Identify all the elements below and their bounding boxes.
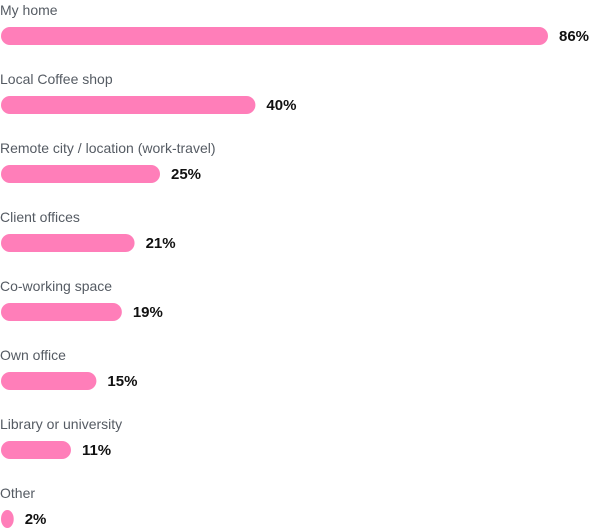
- value-label: 2%: [25, 511, 47, 528]
- category-label: My home: [0, 2, 58, 18]
- category-label: Co-working space: [0, 278, 112, 294]
- category-label: Local Coffee shop: [0, 71, 113, 87]
- category-label: Own office: [0, 347, 66, 363]
- value-label: 40%: [266, 97, 296, 114]
- category-label: Client offices: [0, 209, 80, 225]
- value-label: 86%: [559, 28, 589, 45]
- bar: [1, 27, 548, 45]
- category-label: Remote city / location (work-travel): [0, 140, 216, 156]
- bar: [1, 96, 256, 114]
- value-label: 11%: [82, 442, 111, 459]
- bar: [1, 234, 135, 252]
- bar: [1, 510, 14, 528]
- category-label: Library or university: [0, 416, 122, 432]
- category-label: Other: [0, 485, 35, 501]
- bar: [1, 372, 97, 390]
- bar: [1, 441, 71, 459]
- value-label: 25%: [171, 166, 201, 183]
- value-label: 15%: [107, 373, 137, 390]
- bar: [1, 165, 161, 183]
- value-label: 21%: [146, 235, 176, 252]
- value-label: 19%: [133, 304, 163, 321]
- bar: [1, 303, 122, 321]
